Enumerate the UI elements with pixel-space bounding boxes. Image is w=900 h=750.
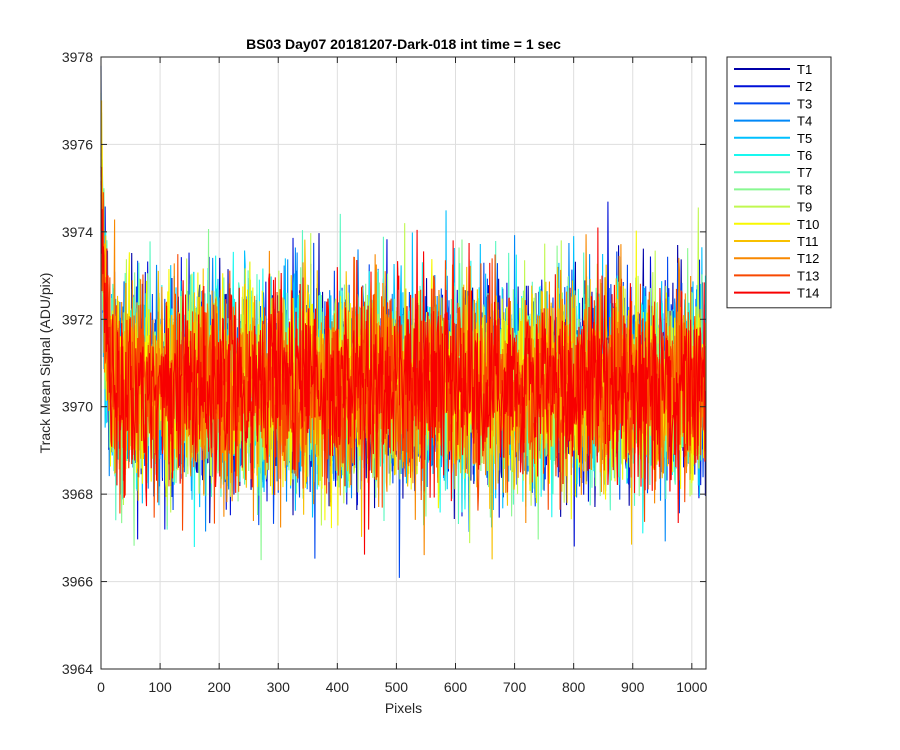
axis-ticks: 0 100 200 300 400 500 600 700 800 900 1000 3964 3966…: [62, 49, 708, 695]
x-tick-label: 900: [621, 679, 645, 695]
y-tick-label: 3966: [62, 574, 93, 590]
chart-title: BS03 Day07 20181207-Dark-018 int time = …: [246, 36, 561, 52]
legend-entry-label: T1: [797, 62, 812, 77]
x-tick-label: 500: [385, 679, 409, 695]
x-tick-label: 300: [267, 679, 291, 695]
y-tick-label: 3974: [62, 224, 93, 240]
legend-box: [726, 56, 832, 309]
legend-entry-label: T3: [797, 96, 812, 111]
x-tick-label: 400: [326, 679, 350, 695]
legend-entry-label: T14: [797, 286, 819, 301]
legend: T1 T2 T3 T4 T5 T6 T7 T8 T9 T10 T11 T12 T13 T14: [726, 56, 832, 309]
legend-entry-label: T9: [797, 200, 812, 215]
legend-entry-label: T13: [797, 268, 819, 283]
legend-entry-label: T10: [797, 217, 819, 232]
legend-entry-label: T6: [797, 148, 812, 163]
y-axis-label: Track Mean Signal (ADU/pix): [37, 273, 53, 454]
y-tick-label: 3976: [62, 136, 93, 152]
series-line-t14: [100, 181, 706, 555]
legend-entry-label: T5: [797, 131, 812, 146]
legend-entry-label: T8: [797, 182, 812, 197]
x-tick-label: 700: [503, 679, 527, 695]
x-axis-label: Pixels: [385, 700, 422, 716]
legend-entry-label: T2: [797, 79, 812, 94]
y-tick-label: 3968: [62, 486, 93, 502]
x-tick-label: 1000: [676, 679, 707, 695]
x-tick-label: 0: [97, 679, 105, 695]
legend-entry-label: T4: [797, 114, 812, 129]
y-tick-label: 3970: [62, 399, 93, 415]
plot-frame: [100, 56, 707, 670]
y-tick-label: 3972: [62, 311, 93, 327]
series-layer: [100, 65, 706, 578]
legend-entry-label: T7: [797, 165, 812, 180]
x-tick-label: 100: [148, 679, 172, 695]
y-tick-label: 3978: [62, 49, 93, 65]
x-tick-label: 200: [207, 679, 231, 695]
y-tick-label: 3964: [62, 661, 93, 677]
x-tick-label: 800: [562, 679, 586, 695]
legend-entry-label: T12: [797, 251, 819, 266]
legend-entry-label: T11: [797, 234, 818, 249]
x-tick-label: 600: [444, 679, 468, 695]
